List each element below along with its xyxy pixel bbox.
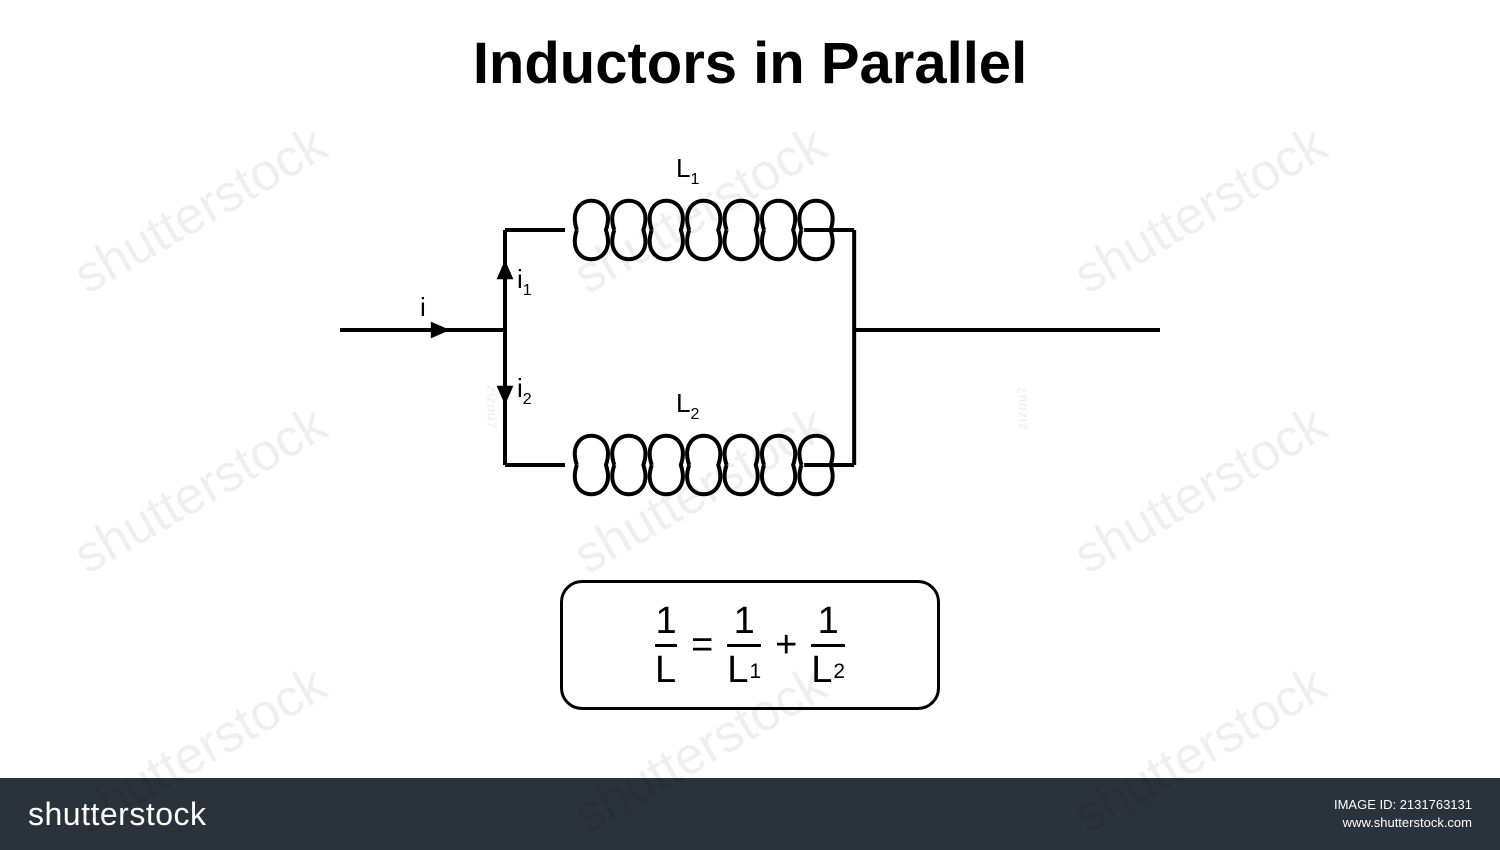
watermark-text: shutterstock — [64, 394, 337, 586]
formula-box: 1 L = 1 L1 + 1 L2 — [560, 580, 940, 710]
formula-plus: + — [775, 624, 797, 667]
diagram-title: Inductors in Parallel — [473, 30, 1027, 97]
watermark-credit: zizou7 — [1014, 386, 1029, 430]
formula-term-3: 1 L2 — [811, 602, 845, 689]
svg-text:L1: L1 — [676, 153, 699, 188]
formula-term-1: 1 L — [655, 602, 677, 689]
watermark-credit: zizou7 — [484, 386, 499, 430]
svg-text:i: i — [420, 292, 426, 322]
footer-image-id: IMAGE ID: 2131763131 — [1334, 796, 1472, 814]
footer-meta: IMAGE ID: 2131763131 www.shutterstock.co… — [1334, 796, 1472, 832]
svg-text:i2: i2 — [517, 373, 532, 408]
footer-url: www.shutterstock.com — [1343, 814, 1472, 832]
svg-text:L2: L2 — [676, 388, 699, 423]
formula-term-2: 1 L1 — [727, 602, 761, 689]
formula-equals: = — [691, 624, 713, 667]
circuit-diagram: i i1 i2 L1 L2 — [340, 140, 1160, 520]
footer-brand: shutterstock — [28, 796, 207, 833]
watermark-text: shutterstock — [64, 114, 337, 306]
svg-text:i1: i1 — [517, 264, 532, 299]
footer-bar: shutterstock IMAGE ID: 2131763131 www.sh… — [0, 778, 1500, 850]
